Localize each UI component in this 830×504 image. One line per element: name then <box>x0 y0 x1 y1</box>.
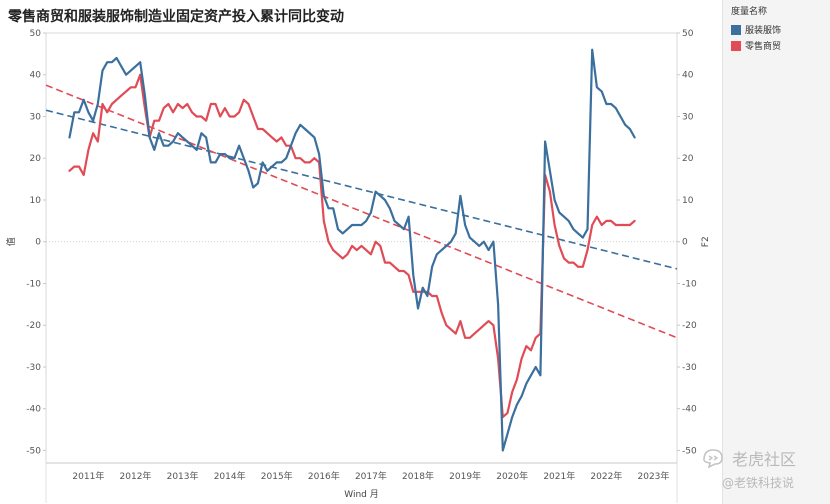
y-axis-title-right: F2 <box>701 236 711 247</box>
y-tick-label-right: 20 <box>682 154 694 164</box>
watermark-main: 老虎社区 <box>732 450 797 469</box>
y-tick-label-right: -20 <box>682 321 697 331</box>
legend-swatch-retail <box>731 40 741 51</box>
series-line-apparel <box>68 48 636 452</box>
trendline-apparel <box>45 109 678 270</box>
y-tick-label-right: 30 <box>682 112 694 122</box>
tiger-logo-icon <box>703 449 723 469</box>
legend-swatch-apparel <box>731 24 741 35</box>
legend-item-apparel[interactable]: 服装服饰 <box>731 23 830 36</box>
y-tick-label: 30 <box>30 112 42 122</box>
trendlines <box>45 84 678 339</box>
y-tick-label: -30 <box>26 363 41 373</box>
y-tick-label-right: 40 <box>682 71 694 81</box>
y-tick-label-right: -40 <box>682 405 697 415</box>
y-tick-label: 10 <box>30 196 42 206</box>
watermark: 老虎社区 @老铁科技说 <box>700 444 825 496</box>
legend-title: 度量名称 <box>731 7 768 17</box>
x-axis-title: Wind 月 <box>344 489 378 500</box>
legend-label-retail: 零售商贸 <box>745 42 782 52</box>
x-tick-label: 2019年 <box>449 470 481 482</box>
line-chart: 50 50 40 40 30 30 20 20 10 10 0 0 -10 -10 -20 -20 -30 -30… <box>5 29 711 503</box>
chart-title: 零售商贸和服装服饰制造业固定资产投入累计同比变动 <box>8 9 344 25</box>
y-tick-label-right: -50 <box>682 446 697 456</box>
y-tick-label: -20 <box>26 321 41 331</box>
y-tick-label: -50 <box>26 446 41 456</box>
y-tick-label-right: 50 <box>682 29 694 39</box>
y-tick-label-right: -10 <box>682 279 697 289</box>
x-tick-label: 2022年 <box>590 470 622 482</box>
x-tick-label: 2014年 <box>214 470 246 482</box>
x-tick-label: 2020年 <box>496 470 528 482</box>
x-tick-label: 2018年 <box>402 470 434 482</box>
y-tick-label: 20 <box>30 154 42 164</box>
y-tick-label: -40 <box>26 405 41 415</box>
chart-axes <box>43 32 680 503</box>
y-tick-label-right: -30 <box>682 363 697 373</box>
x-tick-label: 2016年 <box>308 470 340 482</box>
trendline-retail <box>45 84 678 339</box>
legend-label-apparel: 服装服饰 <box>745 26 782 36</box>
tick-labels: 50 50 40 40 30 30 20 20 10 10 0 0 -10 -10 -20 -20 -30 -30… <box>5 29 711 500</box>
y-axis-title: 值 <box>5 237 17 246</box>
y-tick-label: 50 <box>30 29 42 39</box>
x-tick-label: 2012年 <box>120 470 152 482</box>
series-line-retail <box>68 73 636 419</box>
y-tick-label-right: 0 <box>682 238 688 248</box>
x-tick-label: 2023年 <box>638 470 670 482</box>
y-tick-label-right: 10 <box>682 196 694 206</box>
legend-panel: 度量名称 服装服饰 零售商贸 <box>722 0 830 504</box>
watermark-sub: @老铁科技说 <box>722 476 795 490</box>
x-tick-label: 2021年 <box>543 470 575 482</box>
y-tick-label: 0 <box>35 238 41 248</box>
y-tick-label: -10 <box>26 279 41 289</box>
series-lines <box>68 48 636 452</box>
y-tick-label: 40 <box>30 71 42 81</box>
legend-item-retail[interactable]: 零售商贸 <box>731 39 830 52</box>
x-tick-label: 2013年 <box>167 470 199 482</box>
x-tick-label: 2015年 <box>261 470 293 482</box>
x-tick-label: 2011年 <box>72 470 104 482</box>
x-tick-label: 2017年 <box>355 470 387 482</box>
plot-frame <box>45 32 678 464</box>
